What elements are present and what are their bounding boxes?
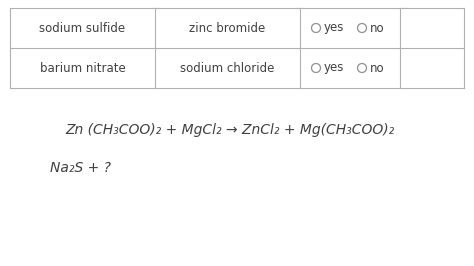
Circle shape <box>357 23 366 32</box>
Text: Zn (CH₃COO)₂ + MgCl₂ → ZnCl₂ + Mg(CH₃COO)₂: Zn (CH₃COO)₂ + MgCl₂ → ZnCl₂ + Mg(CH₃COO… <box>65 123 394 137</box>
Text: Na₂S + ?: Na₂S + ? <box>50 161 111 175</box>
Bar <box>10 48 464 88</box>
Text: sodium chloride: sodium chloride <box>180 61 275 74</box>
Text: no: no <box>370 61 384 74</box>
Circle shape <box>311 64 320 73</box>
Text: barium nitrate: barium nitrate <box>40 61 126 74</box>
Bar <box>10 8 464 48</box>
Text: yes: yes <box>323 61 344 74</box>
Circle shape <box>357 64 366 73</box>
Text: sodium sulfide: sodium sulfide <box>39 22 126 35</box>
Text: no: no <box>370 22 384 35</box>
Text: yes: yes <box>323 22 344 35</box>
Text: zinc bromide: zinc bromide <box>190 22 265 35</box>
Circle shape <box>311 23 320 32</box>
